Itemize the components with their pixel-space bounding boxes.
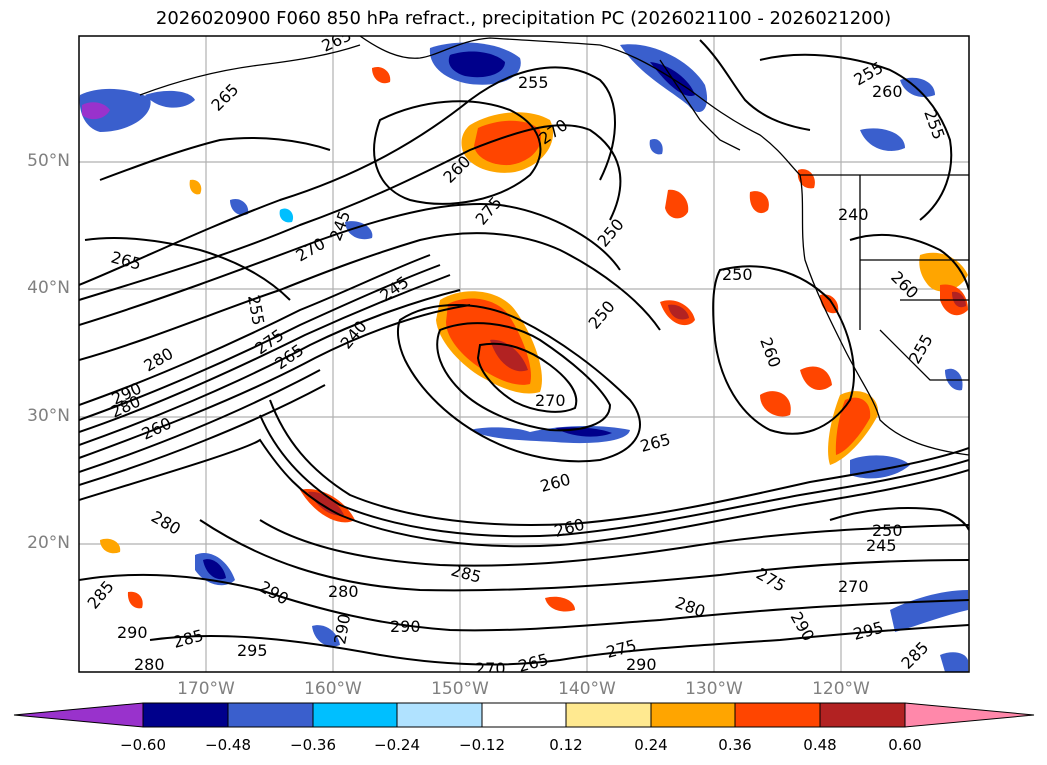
- colorbar-segment: [904, 702, 1035, 728]
- colorbar-tick: −0.24: [374, 736, 420, 754]
- colorbar-tick: −0.48: [205, 736, 251, 754]
- contour-label: 260: [872, 82, 903, 101]
- colorbar-tick: 0.24: [634, 736, 668, 754]
- contour-label: 290: [626, 655, 657, 674]
- contour-label: 270: [475, 659, 506, 678]
- colorbar-segment: [734, 702, 821, 728]
- contour-label: 270: [838, 577, 869, 596]
- colorbar-tick: 0.60: [888, 736, 922, 754]
- colorbar-tick: −0.36: [290, 736, 336, 754]
- lon-label: 170°W: [177, 679, 235, 699]
- lon-label: 120°W: [812, 679, 870, 699]
- colorbar-segment: [142, 702, 229, 728]
- contour-label: 265: [516, 650, 550, 676]
- contour-label: 250: [872, 521, 903, 540]
- colorbar-segment: [565, 702, 652, 728]
- contour-label: 280: [134, 655, 165, 674]
- contour-label: 290: [117, 623, 148, 642]
- contour-label: 280: [328, 582, 359, 601]
- map-border: [78, 35, 970, 673]
- lat-label: 40°N: [27, 278, 70, 298]
- colorbar-tick: 0.12: [549, 736, 583, 754]
- colorbar-tick: 0.48: [803, 736, 837, 754]
- contour-label: 295: [237, 641, 268, 660]
- colorbar-segment: [312, 702, 398, 728]
- colorbar-tick: −0.60: [120, 736, 166, 754]
- lat-label: 30°N: [27, 406, 70, 426]
- colorbar-tick: 0.36: [718, 736, 752, 754]
- contour-label: 290: [390, 617, 421, 636]
- colorbar: [13, 702, 1035, 728]
- lon-label: 130°W: [685, 679, 743, 699]
- colorbar-segment: [481, 702, 567, 728]
- contour-label: 250: [722, 265, 753, 284]
- contour-label: 270: [535, 391, 566, 410]
- lat-label: 20°N: [27, 533, 70, 553]
- colorbar-segment: [13, 702, 144, 728]
- colorbar-segment: [650, 702, 736, 728]
- colorbar-tick: −0.12: [459, 736, 505, 754]
- lon-label: 160°W: [304, 679, 362, 699]
- contour-label: 245: [866, 536, 897, 555]
- coastlines: [139, 36, 969, 456]
- contour-label: 240: [838, 205, 869, 224]
- colorbar-segment: [819, 702, 906, 728]
- lat-label: 50°N: [27, 151, 70, 171]
- colorbar-segment: [396, 702, 483, 728]
- contour-label: 255: [518, 73, 549, 92]
- colorbar-segment: [227, 702, 314, 728]
- map-title: 2026020900 F060 850 hPa refract., precip…: [155, 8, 892, 29]
- lon-label: 150°W: [431, 679, 489, 699]
- refractivity-contours: [79, 39, 969, 666]
- lon-label: 140°W: [558, 679, 616, 699]
